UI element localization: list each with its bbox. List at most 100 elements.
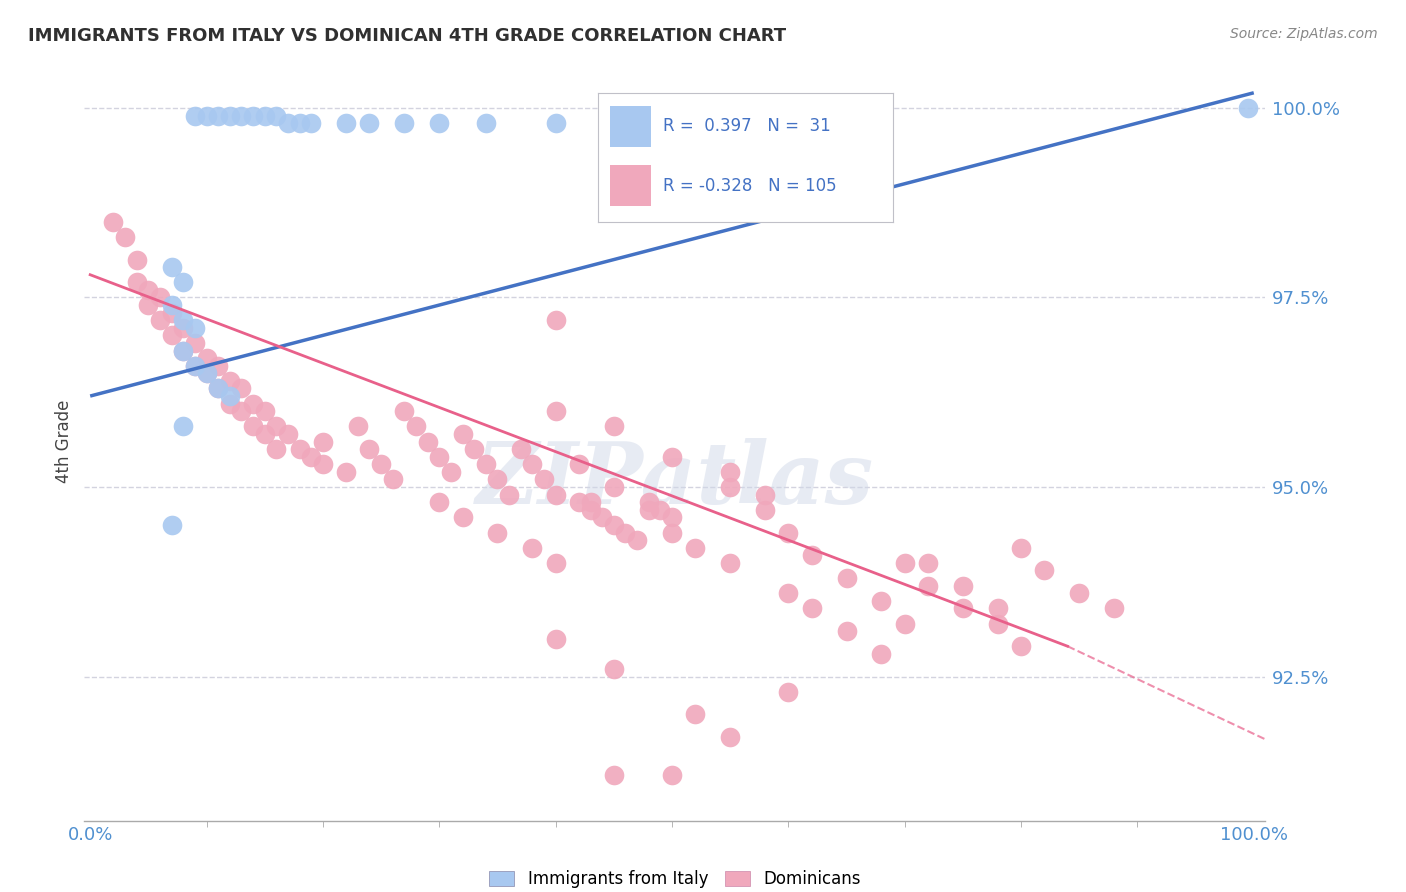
Text: Source: ZipAtlas.com: Source: ZipAtlas.com	[1230, 27, 1378, 41]
Point	[184, 359, 207, 373]
Point	[394, 116, 416, 130]
Point	[266, 419, 288, 434]
Point	[195, 367, 218, 381]
Point	[637, 503, 659, 517]
Point	[207, 359, 229, 373]
Point	[778, 525, 800, 540]
Point	[394, 404, 416, 418]
Point	[718, 480, 741, 494]
Point	[754, 503, 776, 517]
Point	[172, 419, 194, 434]
Point	[218, 389, 240, 403]
Point	[427, 450, 450, 464]
Point	[184, 321, 207, 335]
Point	[568, 495, 591, 509]
Point	[218, 109, 240, 123]
Point	[579, 503, 602, 517]
Point	[637, 495, 659, 509]
Point	[288, 442, 311, 457]
Point	[475, 458, 498, 472]
Point	[661, 510, 683, 524]
Point	[544, 313, 567, 327]
Point	[312, 458, 335, 472]
Point	[277, 116, 299, 130]
Point	[114, 230, 136, 244]
Point	[522, 458, 544, 472]
Point	[218, 374, 240, 388]
Point	[405, 419, 427, 434]
Point	[486, 525, 509, 540]
Point	[266, 442, 288, 457]
Point	[661, 450, 683, 464]
Point	[591, 510, 613, 524]
Point	[231, 109, 253, 123]
Point	[893, 616, 915, 631]
Point	[103, 215, 125, 229]
Point	[184, 336, 207, 351]
Point	[207, 109, 229, 123]
Point	[172, 343, 194, 358]
Point	[603, 419, 626, 434]
Point	[778, 685, 800, 699]
Point	[125, 276, 148, 290]
Point	[184, 109, 207, 123]
Point	[335, 465, 357, 479]
Point	[893, 556, 915, 570]
Point	[626, 533, 648, 548]
Point	[346, 419, 368, 434]
Point	[451, 427, 474, 442]
Point	[778, 586, 800, 600]
Point	[359, 116, 381, 130]
Point	[870, 594, 893, 608]
Point	[149, 313, 172, 327]
Legend: Immigrants from Italy, Dominicans: Immigrants from Italy, Dominicans	[489, 870, 860, 888]
Point	[603, 480, 626, 494]
Point	[172, 276, 194, 290]
Point	[195, 367, 218, 381]
Point	[522, 541, 544, 555]
Point	[544, 404, 567, 418]
Point	[172, 343, 194, 358]
Point	[335, 116, 357, 130]
Point	[952, 578, 974, 592]
Point	[288, 116, 311, 130]
Point	[242, 109, 264, 123]
Text: ZIPatlas: ZIPatlas	[475, 438, 875, 521]
Point	[718, 556, 741, 570]
Point	[1102, 601, 1125, 615]
Point	[312, 434, 335, 449]
Point	[835, 571, 858, 585]
Point	[1237, 101, 1260, 115]
Point	[359, 442, 381, 457]
Point	[195, 351, 218, 366]
Point	[987, 601, 1010, 615]
Point	[544, 488, 567, 502]
Point	[987, 616, 1010, 631]
Point	[277, 427, 299, 442]
Point	[603, 768, 626, 782]
Point	[498, 488, 520, 502]
Point	[661, 525, 683, 540]
Point	[242, 419, 264, 434]
Point	[231, 404, 253, 418]
Text: IMMIGRANTS FROM ITALY VS DOMINICAN 4TH GRADE CORRELATION CHART: IMMIGRANTS FROM ITALY VS DOMINICAN 4TH G…	[28, 27, 786, 45]
Point	[544, 116, 567, 130]
Point	[718, 731, 741, 745]
Point	[160, 328, 183, 343]
Point	[718, 465, 741, 479]
Point	[579, 495, 602, 509]
Point	[231, 382, 253, 396]
Point	[381, 473, 404, 487]
Point	[603, 518, 626, 533]
Point	[800, 601, 823, 615]
Point	[486, 473, 509, 487]
Point	[1010, 541, 1032, 555]
Point	[544, 556, 567, 570]
Point	[509, 442, 531, 457]
Point	[683, 707, 706, 722]
Point	[299, 450, 322, 464]
Y-axis label: 4th Grade: 4th Grade	[55, 400, 73, 483]
Point	[172, 313, 194, 327]
Point	[870, 647, 893, 661]
Point	[427, 116, 450, 130]
